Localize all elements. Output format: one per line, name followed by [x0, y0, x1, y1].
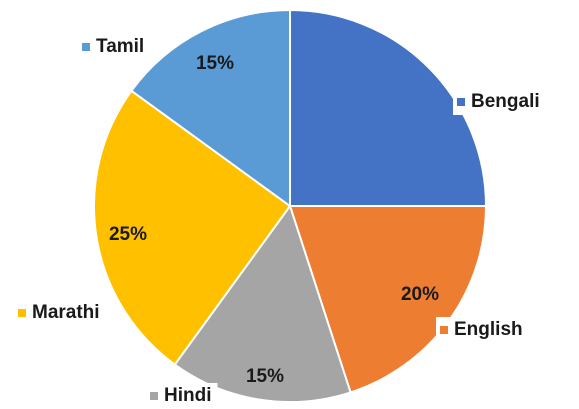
category-label: Tamil [96, 36, 144, 57]
legend-swatch [440, 326, 448, 334]
legend-swatch [457, 98, 465, 106]
pie-slice [130, 8, 291, 208]
label-background [78, 34, 151, 60]
category-label: Bengali [471, 91, 540, 112]
value-label: 25% [109, 224, 147, 245]
value-label: 20% [401, 284, 439, 305]
legend-swatch [150, 392, 158, 400]
pie-slice [93, 89, 292, 366]
category-label: English [454, 319, 523, 340]
label-background [436, 317, 529, 343]
category-label: Hindi [164, 385, 212, 406]
category-label: Marathi [32, 302, 100, 323]
pie-slice [289, 8, 488, 207]
legend-swatch [18, 309, 26, 317]
value-label: 15% [246, 366, 284, 387]
legend-swatch [82, 43, 90, 51]
value-label: 15% [196, 53, 234, 74]
pie-slice [173, 203, 352, 403]
label-background [14, 300, 106, 326]
label-background [453, 89, 546, 115]
